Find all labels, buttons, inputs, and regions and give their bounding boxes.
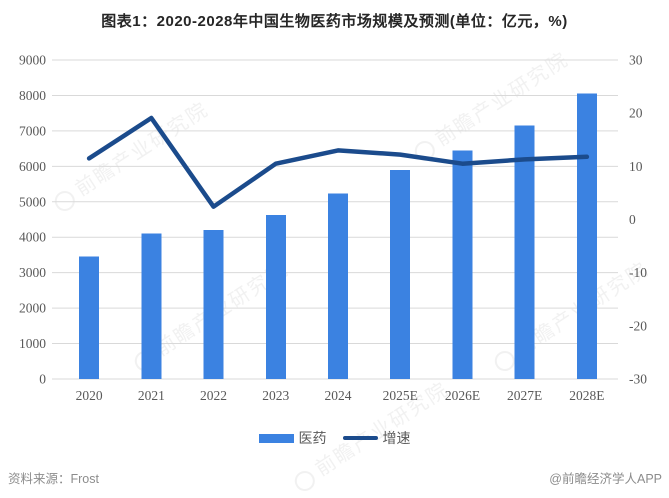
bar-2027E [514,125,535,379]
x-axis-tick-label: 2026E [445,388,480,403]
left-axis-tick-label: 6000 [19,159,46,174]
right-axis-tick-label: -20 [629,318,647,333]
left-axis-tick-label: 5000 [19,194,46,209]
chart-title: 图表1：2020-2028年中国生物医药市场规模及预测(单位：亿元，%) [101,13,568,30]
x-axis-tick-label: 2027E [507,388,542,403]
legend-item-line: 增速 [342,428,411,448]
bar-2028E [576,93,597,379]
x-axis-tick-label: 2021 [138,388,165,403]
growth-rate-line [86,115,590,209]
right-axis-tick-label: 0 [629,212,636,227]
left-axis-tick-label: 2000 [19,301,46,316]
credit-label: @前瞻经济学人APP [549,472,662,486]
bar-2021 [141,233,162,379]
x-axis-tick-label: 2023 [262,388,289,403]
chart-legend: 医药 增速 [0,428,669,448]
left-axis-tick-label: 1000 [19,336,46,351]
line-series-swatch [342,436,378,440]
x-axis-tick-label: 2020 [76,388,103,403]
legend-item-bar: 医药 [258,428,327,448]
legend-label-line: 增速 [382,430,411,446]
left-axis-tick-label: 9000 [19,53,46,68]
bar-series-swatch [258,433,294,443]
right-axis-tick-label: 10 [629,159,643,174]
x-axis-tick-label: 2024 [325,388,352,403]
bar-2026E [452,150,473,379]
bar-2025E [390,170,411,379]
source-label: 资料来源：Frost [8,472,99,486]
bar-2022 [203,230,224,379]
left-axis-tick-label: 4000 [19,230,46,245]
left-axis-tick-label: 7000 [19,123,46,138]
left-axis-tick-label: 0 [39,372,46,387]
x-axis-tick-label: 2028E [569,388,604,403]
bar-2024 [328,193,348,379]
bar-2020 [79,256,100,379]
left-axis-tick-label: 3000 [19,265,46,280]
legend-label-bar: 医药 [298,430,327,446]
x-axis-tick-label: 2022 [200,388,227,403]
right-axis-tick-label: 20 [629,106,643,121]
right-axis-tick-label: -10 [629,265,647,280]
bar-2023 [265,214,286,379]
x-axis-tick-label: 2025E [383,388,418,403]
chart-footer: 资料来源：Frost @前瞻经济学人APP [0,465,669,489]
left-axis-tick-label: 8000 [19,88,46,103]
right-axis-tick-label: -30 [629,372,647,387]
right-axis-tick-label: 30 [629,53,643,68]
